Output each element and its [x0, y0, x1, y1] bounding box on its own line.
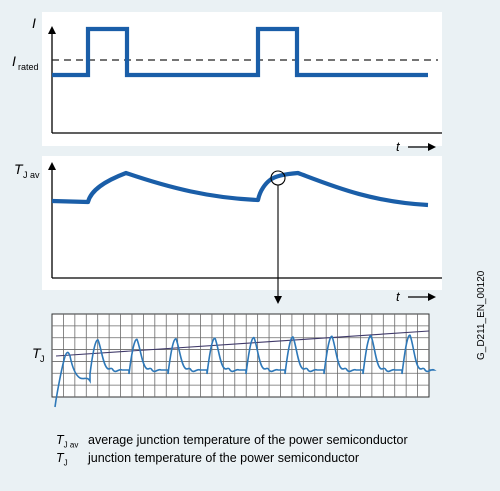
legend-text-avg: average junction temperature of the powe… — [88, 433, 408, 447]
detail-grid — [52, 314, 429, 397]
junction-temp-signal — [54, 334, 437, 408]
detail-axis-subscript: J — [40, 354, 45, 364]
current-time-label: t — [396, 139, 401, 154]
legend-symbol-avg: TJ av — [56, 433, 79, 450]
document-id: G_D211_EN_00120 — [476, 270, 487, 360]
current-signal — [52, 26, 428, 78]
detail-axis-label: T — [32, 345, 42, 361]
avg-temp-time-label: t — [396, 289, 401, 304]
temperature-trend-line — [55, 330, 430, 357]
avg-temp-panel — [42, 156, 442, 290]
legend-symbol-junction: TJ — [56, 451, 68, 468]
legend-row-junction: TJ junction temperature of the power semi… — [56, 451, 359, 468]
legend-row-avg: TJ av average junction temperature of the… — [56, 433, 408, 450]
avg-temp-axis-subscript: J av — [23, 170, 40, 180]
current-axis-label: I — [32, 15, 36, 31]
legend-text-junction: junction temperature of the power semico… — [88, 451, 359, 465]
current-panel — [42, 12, 442, 146]
avg-temp-signal — [51, 170, 429, 208]
avg-temp-axis-label: T — [14, 161, 24, 177]
detail-panel — [51, 313, 430, 398]
rated-current-label: I — [12, 53, 16, 69]
rated-current-subscript: rated — [18, 62, 39, 72]
